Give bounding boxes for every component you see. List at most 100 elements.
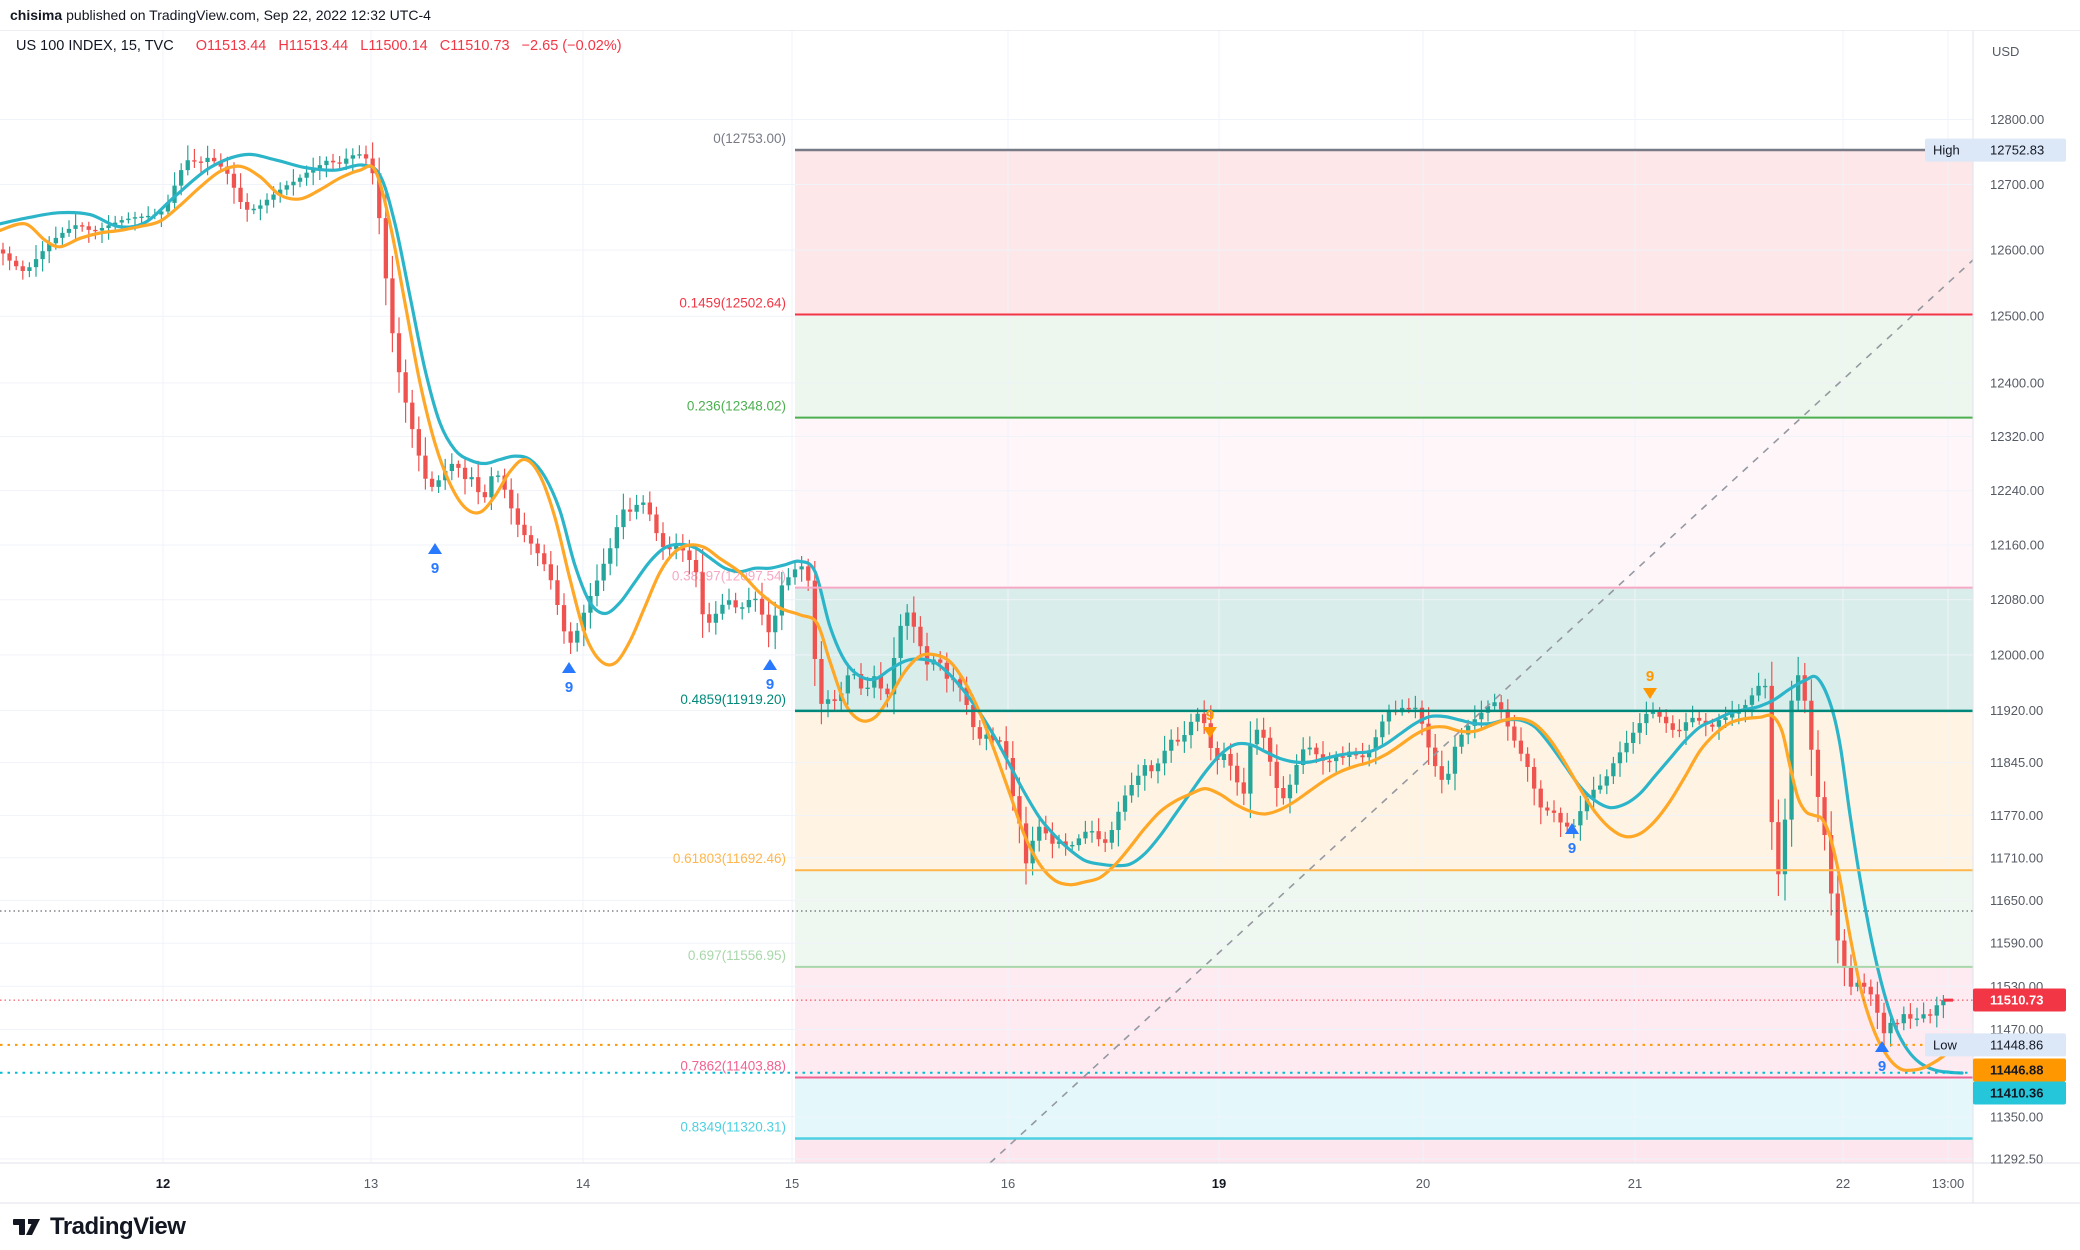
buy-setup-9-label: 9 xyxy=(565,679,573,696)
price-tick-label: 12080.00 xyxy=(1990,592,2044,607)
buy-setup-triangle-icon xyxy=(428,543,442,554)
fib-labels: 0(12753.00) 0.1459(12502.64) 0.236(12348.0… xyxy=(672,131,786,1134)
time-tick-label: 19 xyxy=(1212,1176,1226,1191)
price-tick-label: 12160.00 xyxy=(1990,537,2044,552)
price-tick-label: 12320.00 xyxy=(1990,429,2044,444)
sell-setup-triangle-icon xyxy=(1643,688,1657,699)
price-tick-label: 11292.50 xyxy=(1990,1151,2043,1166)
symbol-legend[interactable]: US 100 INDEX, 15, TVC O11513.44 H11513.44… xyxy=(16,38,622,54)
price-tick-label: 11845.00 xyxy=(1990,755,2043,770)
time-tick-label: 15 xyxy=(785,1176,799,1191)
time-tick-label: 22 xyxy=(1836,1176,1850,1191)
change-value: −2.65 (−0.02%) xyxy=(521,38,622,54)
fib-lines[interactable] xyxy=(795,148,1973,1140)
tradingview-logo-icon xyxy=(13,1219,40,1235)
price-tick-label: 11590.00 xyxy=(1990,936,2043,951)
ohlc-item: L11500.14 xyxy=(360,38,428,54)
fib-label-0.697: 0.697(11556.95) xyxy=(688,948,786,963)
symbol-title: US 100 INDEX, 15, TVC xyxy=(16,38,174,54)
price-value-label-1: 11446.88 xyxy=(1990,1063,2044,1078)
price-tick-label: 11710.00 xyxy=(1990,850,2043,865)
price-tick-label: 12240.00 xyxy=(1990,483,2044,498)
time-axis[interactable]: 12 13 14 15 16 19 20 21 22 13:00 xyxy=(156,1176,1965,1191)
low-label-box xyxy=(1925,1033,2066,1057)
trendline-dashed[interactable] xyxy=(989,259,1973,1163)
price-tick-label: 11650.00 xyxy=(1990,893,2043,908)
td-sequential-markers: 9 9 9 9 9 9 9 xyxy=(428,543,1889,1075)
fib-label-0.61803: 0.61803(11692.46) xyxy=(673,851,786,866)
attribution-text: published on TradingView.com, Sep 22, 20… xyxy=(66,7,431,23)
fib-label-0.8349: 0.8349(11320.31) xyxy=(680,1119,786,1134)
fib-band-0.1459 xyxy=(795,314,1973,418)
price-tick-label: 12500.00 xyxy=(1990,309,2044,324)
ohlc-item: C11510.73 xyxy=(439,38,510,54)
price-tick-label: 12700.00 xyxy=(1990,177,2044,192)
price-axis[interactable]: USD 12800.00 12700.00 12600.00 12500.00 12400… xyxy=(1925,44,2066,1166)
price-tick-label: 11920.00 xyxy=(1990,703,2043,718)
fib-label-0: 0(12753.00) xyxy=(713,131,786,146)
high-value: 12752.83 xyxy=(1990,143,2044,158)
buy-setup-9-label: 9 xyxy=(1568,840,1576,857)
time-tick-label: 13 xyxy=(364,1176,378,1191)
time-tick-label: 16 xyxy=(1001,1176,1015,1191)
buy-setup-triangle-icon xyxy=(763,659,777,670)
price-value-box-1 xyxy=(1973,1058,2066,1082)
fib-band-0.61803 xyxy=(795,870,1973,967)
fib-band-0.697 xyxy=(795,966,1973,1078)
price-tick-label: 12000.00 xyxy=(1990,647,2044,662)
time-tick-label: 14 xyxy=(576,1176,590,1191)
last-close-tick xyxy=(1944,998,1953,1002)
fib-label-0.1459: 0.1459(12502.64) xyxy=(679,295,786,310)
price-tick-label: 12600.00 xyxy=(1990,243,2044,258)
buy-setup-triangle-icon xyxy=(562,662,576,673)
fib-label-0.236: 0.236(12348.02) xyxy=(687,399,786,414)
fib-band-0.38197 xyxy=(795,587,1973,711)
horizontal-dotted-lines[interactable] xyxy=(0,910,1973,1074)
fib-band-0.236 xyxy=(795,417,1973,588)
price-tick-label: 12400.00 xyxy=(1990,375,2044,390)
fib-band-0 xyxy=(795,150,1973,315)
price-value-box-2 xyxy=(1973,1081,2066,1105)
fib-label-0.7862: 0.7862(11403.88) xyxy=(680,1058,786,1073)
ma-cyan-line xyxy=(0,152,1964,1075)
tradingview-logo-text: TradingView xyxy=(50,1213,186,1240)
low-value: 11448.86 xyxy=(1990,1037,2043,1052)
price-tick-label: 11470.00 xyxy=(1990,1022,2043,1037)
price-value-box-0 xyxy=(1973,988,2066,1012)
ma-orange-line xyxy=(0,164,1952,1072)
tradingview-logo: TradingView xyxy=(12,1212,186,1242)
buy-setup-9-label: 9 xyxy=(431,560,439,577)
buy-setup-triangle-icon xyxy=(1875,1041,1889,1052)
ohlc-item: H11513.44 xyxy=(278,38,349,54)
fib-band-0.7862 xyxy=(795,1077,1973,1139)
fib-bands xyxy=(795,150,1973,1163)
sell-setup-9-label: 9 xyxy=(1206,707,1214,724)
price-tick-label: 11770.00 xyxy=(1990,808,2043,823)
grid xyxy=(0,30,1973,1163)
ohlc-item: O11513.44 xyxy=(195,38,267,54)
buy-setup-9-label: 9 xyxy=(1878,1058,1886,1075)
buy-setup-9-label: 9 xyxy=(766,676,774,693)
time-tick-label: 20 xyxy=(1416,1176,1430,1191)
time-tick-label: 12 xyxy=(156,1176,170,1191)
attribution-bar: chisima published on TradingView.com, Se… xyxy=(0,0,2080,31)
high-label-box xyxy=(1925,138,2066,162)
sell-setup-triangle-icon xyxy=(1203,727,1217,738)
time-tick-label: 21 xyxy=(1628,1176,1642,1191)
price-tick-label: 12800.00 xyxy=(1990,112,2044,127)
high-tag: High xyxy=(1933,143,1960,158)
price-value-label-2: 11410.36 xyxy=(1990,1086,2044,1101)
fib-label-0.38197: 0.38197(12097.54) xyxy=(672,569,786,584)
price-value-label-0: 11510.73 xyxy=(1990,993,2044,1008)
currency-label: USD xyxy=(1992,44,2019,59)
attribution-user: chisima xyxy=(10,7,63,23)
fib-label-0.4859: 0.4859(11919.20) xyxy=(680,692,786,707)
ohlc-values: O11513.44 H11513.44 L11500.14 C11510.73 −2.6… xyxy=(196,38,622,54)
buy-setup-triangle-icon xyxy=(1565,823,1579,834)
time-tick-label: 13:00 xyxy=(1932,1176,1965,1191)
sell-setup-9-label: 9 xyxy=(1646,668,1654,685)
low-tag: Low xyxy=(1933,1037,1957,1052)
price-tick-label: 11350.00 xyxy=(1990,1109,2043,1124)
